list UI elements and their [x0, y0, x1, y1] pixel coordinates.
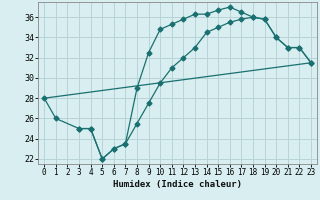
X-axis label: Humidex (Indice chaleur): Humidex (Indice chaleur) [113, 180, 242, 189]
